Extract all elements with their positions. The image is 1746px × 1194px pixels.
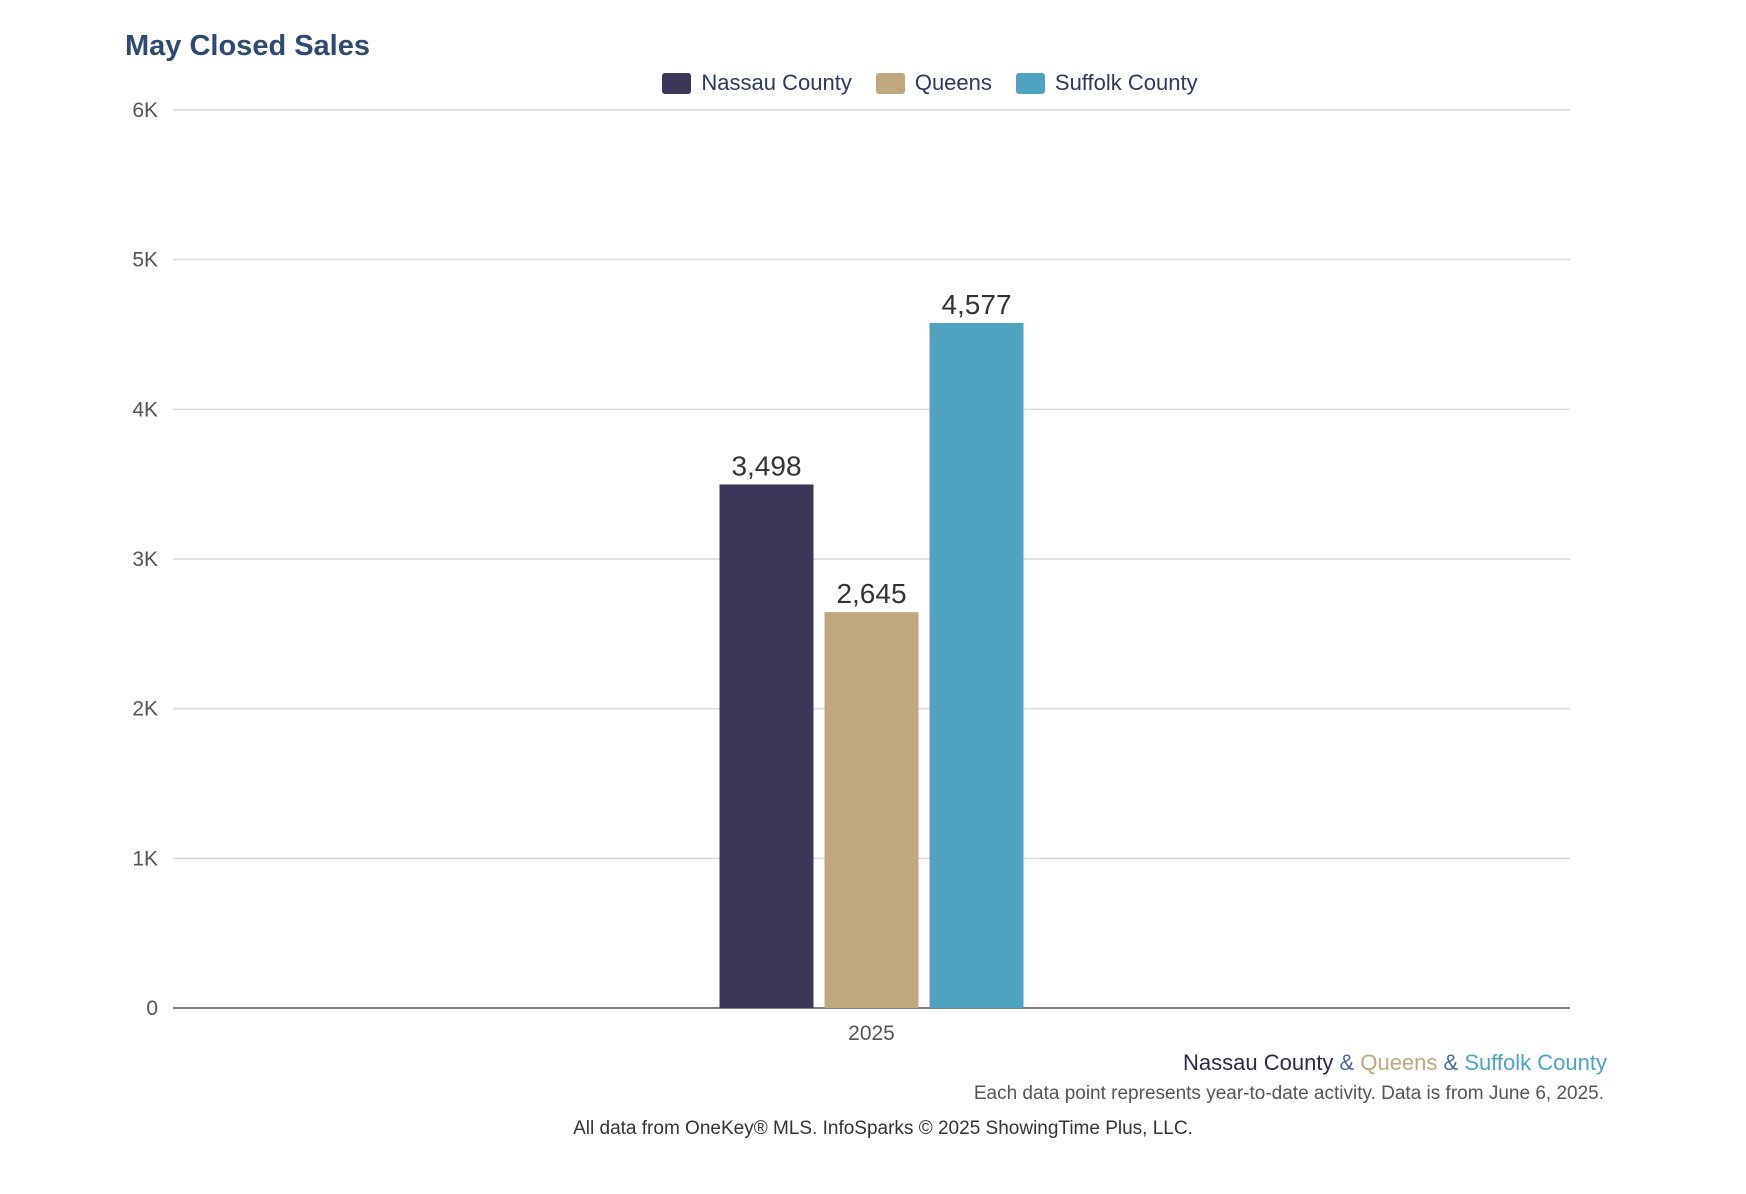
legend-label-nassau: Nassau County bbox=[701, 70, 852, 95]
footer-series-suffolk: Suffolk County bbox=[1464, 1050, 1607, 1075]
y-tick-label: 5K bbox=[132, 249, 158, 272]
chart-title: May Closed Sales bbox=[125, 30, 370, 62]
data-label: 2,645 bbox=[836, 578, 906, 609]
legend-item-suffolk[interactable]: Suffolk County bbox=[1015, 70, 1198, 96]
footer-series-queens: Queens bbox=[1360, 1050, 1438, 1075]
legend-item-queens[interactable]: Queens bbox=[875, 70, 992, 96]
x-tick-label: 2025 bbox=[848, 1022, 895, 1045]
data-label: 3,498 bbox=[731, 450, 801, 481]
bar-queens bbox=[824, 612, 919, 1008]
legend: Nassau County Queens Suffolk County bbox=[0, 70, 1746, 96]
legend-swatch-queens bbox=[875, 72, 905, 94]
footer-series-list: Nassau County & Queens & Suffolk County bbox=[1183, 1050, 1607, 1076]
data-label: 4,577 bbox=[941, 289, 1011, 320]
y-tick-label: 4K bbox=[132, 398, 158, 421]
footer-note: Each data point represents year-to-date … bbox=[973, 1083, 1604, 1104]
y-tick-label: 1K bbox=[132, 847, 158, 870]
legend-label-queens: Queens bbox=[914, 70, 992, 95]
footer-credit: All data from OneKey® MLS. InfoSparks © … bbox=[573, 1118, 1193, 1139]
bar-suffolk-county bbox=[929, 322, 1024, 1008]
footer-separator: & bbox=[1437, 1050, 1465, 1075]
legend-item-nassau[interactable]: Nassau County bbox=[662, 70, 852, 96]
legend-label-suffolk: Suffolk County bbox=[1054, 70, 1198, 95]
y-tick-label: 2K bbox=[132, 698, 158, 721]
legend-swatch-nassau bbox=[662, 72, 692, 94]
y-tick-label: 3K bbox=[132, 548, 158, 571]
y-tick-label: 6K bbox=[132, 99, 158, 122]
bar-nassau-county bbox=[719, 484, 814, 1008]
y-tick-label: 0 bbox=[146, 997, 158, 1020]
footer-series-nassau: Nassau County bbox=[1183, 1050, 1334, 1075]
footer-separator: & bbox=[1333, 1050, 1361, 1075]
legend-swatch-suffolk bbox=[1015, 72, 1045, 94]
